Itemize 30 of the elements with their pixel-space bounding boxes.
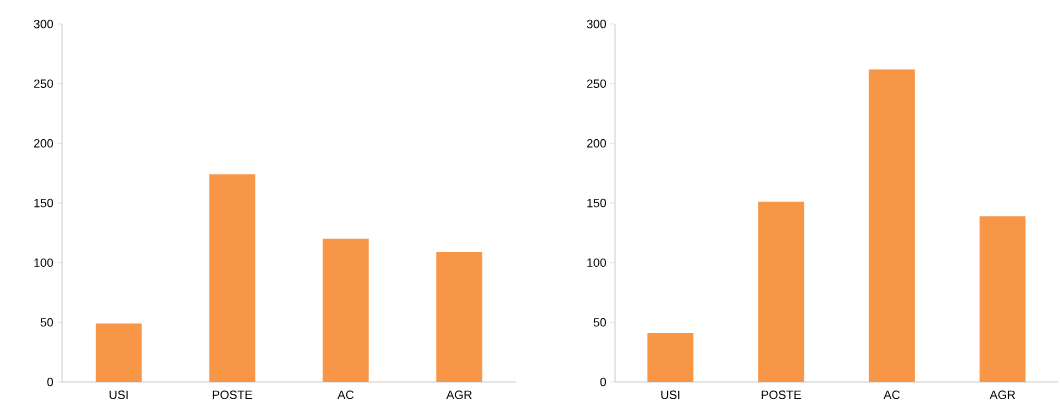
x-tick-label: POSTE: [212, 390, 253, 400]
bar: [979, 216, 1026, 382]
bar: [647, 333, 694, 382]
x-tick-label: AC: [337, 390, 354, 400]
bar: [322, 238, 369, 382]
bar: [436, 251, 483, 382]
y-tick-label: 150: [34, 198, 53, 208]
y-tick-label: 300: [33, 19, 53, 29]
bar: [758, 201, 805, 382]
x-tick-label: AGR: [989, 390, 1016, 400]
x-tick-label: USI: [109, 390, 128, 400]
y-tick-label: 0: [47, 377, 54, 387]
y-tick-label: 250: [34, 79, 53, 88]
x-tick-label: POSTE: [761, 390, 801, 400]
bar: [95, 323, 142, 382]
y-tick-label: 200: [34, 139, 53, 148]
bar: [209, 174, 256, 382]
y-tick-label: 300: [586, 19, 607, 29]
y-tick-label: 50: [40, 318, 53, 327]
y-tick-label: 150: [587, 198, 607, 208]
y-tick-label: 100: [587, 258, 607, 267]
y-tick-label: 50: [593, 318, 607, 327]
x-tick-label: AC: [883, 390, 900, 400]
y-tick-label: 0: [600, 377, 607, 387]
y-tick-label: 200: [587, 139, 607, 148]
bar: [868, 69, 915, 382]
x-tick-label: AGR: [446, 390, 472, 400]
y-tick-label: 250: [587, 79, 607, 88]
y-tick-label: 100: [34, 258, 53, 267]
x-tick-label: USI: [661, 390, 680, 400]
